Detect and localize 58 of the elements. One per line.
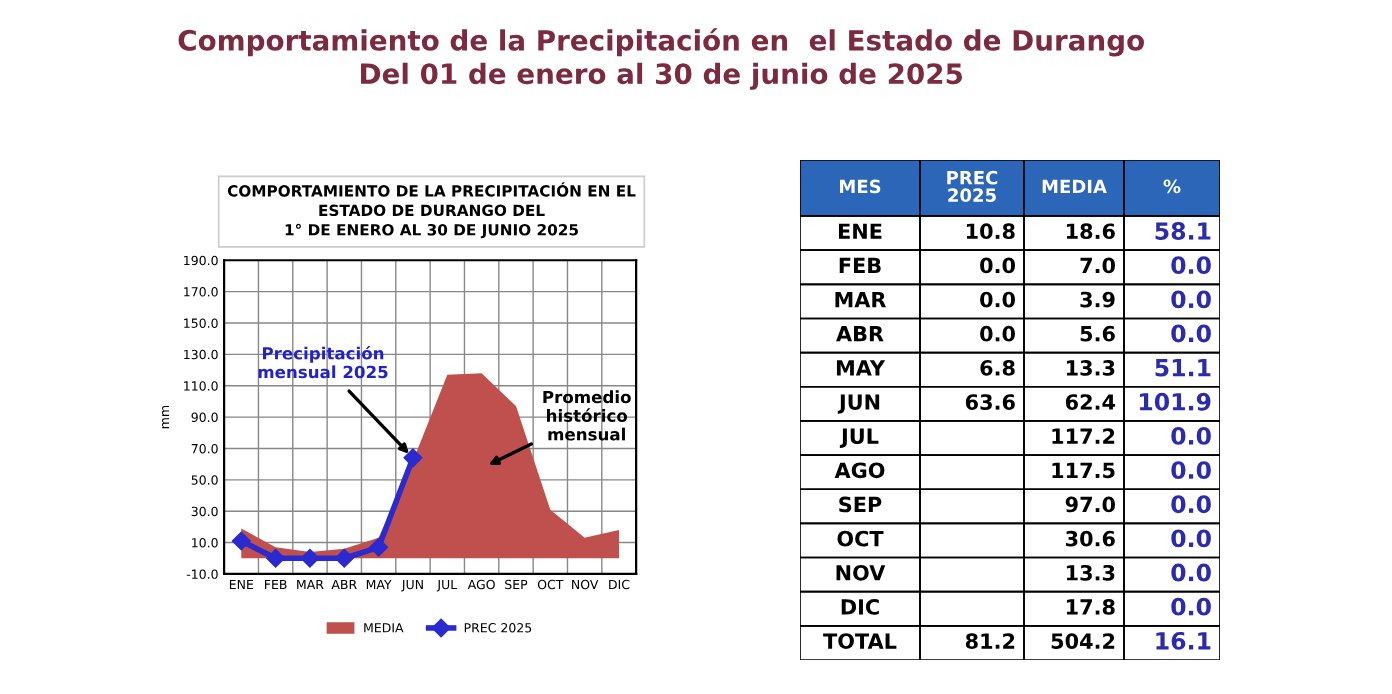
data-label: 0.0 xyxy=(980,291,1016,308)
data-label: 62.4 xyxy=(1065,394,1116,410)
category-label: JUL xyxy=(839,428,879,448)
category-label: MAY xyxy=(836,360,886,376)
category-label: ENE xyxy=(838,223,882,239)
text: MES xyxy=(840,179,881,194)
data-label: 13.3 xyxy=(1066,564,1115,581)
category-label: DIC xyxy=(841,599,879,615)
category-label: FEB xyxy=(839,257,881,273)
point xyxy=(232,531,251,551)
data-label: 63.6 xyxy=(965,394,1015,410)
data-label: 58.1 xyxy=(1155,222,1211,240)
point xyxy=(335,549,354,568)
data-label: 30.6 xyxy=(1065,530,1115,547)
category-label: TOTAL xyxy=(823,633,897,649)
data-label: 117.2 xyxy=(1052,428,1115,444)
data-label: 17.8 xyxy=(1066,599,1115,615)
data-label: 10.8 xyxy=(966,223,1015,240)
data-label: 0.0 xyxy=(1171,461,1211,479)
annotation: Precipitación mensual 2025 xyxy=(258,346,388,379)
data-label: 0.0 xyxy=(1171,597,1211,616)
data-label: 0.0 xyxy=(980,257,1016,274)
data-label: 0.0 xyxy=(1171,324,1211,343)
text: PREC 2025 xyxy=(947,170,998,202)
data-label: 117.5 xyxy=(1052,462,1115,479)
data-label: 13.3 xyxy=(1066,359,1115,376)
category-label: MAR xyxy=(835,291,887,308)
data-label: 0.0 xyxy=(1171,563,1211,582)
data-label: 7.0 xyxy=(1080,257,1116,274)
data-label: 0.0 xyxy=(1171,256,1211,275)
category-label: ABR xyxy=(836,326,884,342)
point xyxy=(300,549,320,568)
data-label: 5.6 xyxy=(1080,325,1115,342)
category-label: SEP xyxy=(839,496,882,513)
data-label: 0.0 xyxy=(1171,426,1211,445)
point xyxy=(369,538,388,557)
data-label: 81.2 xyxy=(965,633,1015,649)
category-label: JUN xyxy=(837,394,880,414)
data-label: 0.0 xyxy=(980,325,1016,342)
data-label: 0.0 xyxy=(1171,495,1211,514)
chart-title: Comportamiento de la Precipitación en el Estado de Durango Del 01 de enero al 30 de junio de 2025 xyxy=(178,28,1144,90)
data-label: 6.8 xyxy=(980,359,1015,376)
annotation: Promedio histórico mensual xyxy=(543,390,631,441)
data-label: 101.9 xyxy=(1139,392,1211,411)
data-label: 0.0 xyxy=(1171,529,1211,548)
category-label: OCT xyxy=(837,530,884,547)
data-label: 3.9 xyxy=(1080,291,1115,308)
text: MEDIA xyxy=(1042,179,1107,193)
data-label: 18.6 xyxy=(1066,223,1115,240)
point xyxy=(403,448,423,468)
data-label: 51.1 xyxy=(1155,358,1211,377)
data-label: 0.0 xyxy=(1171,290,1211,309)
data-label: 16.1 xyxy=(1156,631,1211,650)
category-label: AGO xyxy=(834,462,885,479)
data-label: 504.2 xyxy=(1051,633,1115,649)
text: % xyxy=(1163,179,1181,194)
point xyxy=(266,549,285,568)
data-label: 97.0 xyxy=(1065,496,1116,513)
